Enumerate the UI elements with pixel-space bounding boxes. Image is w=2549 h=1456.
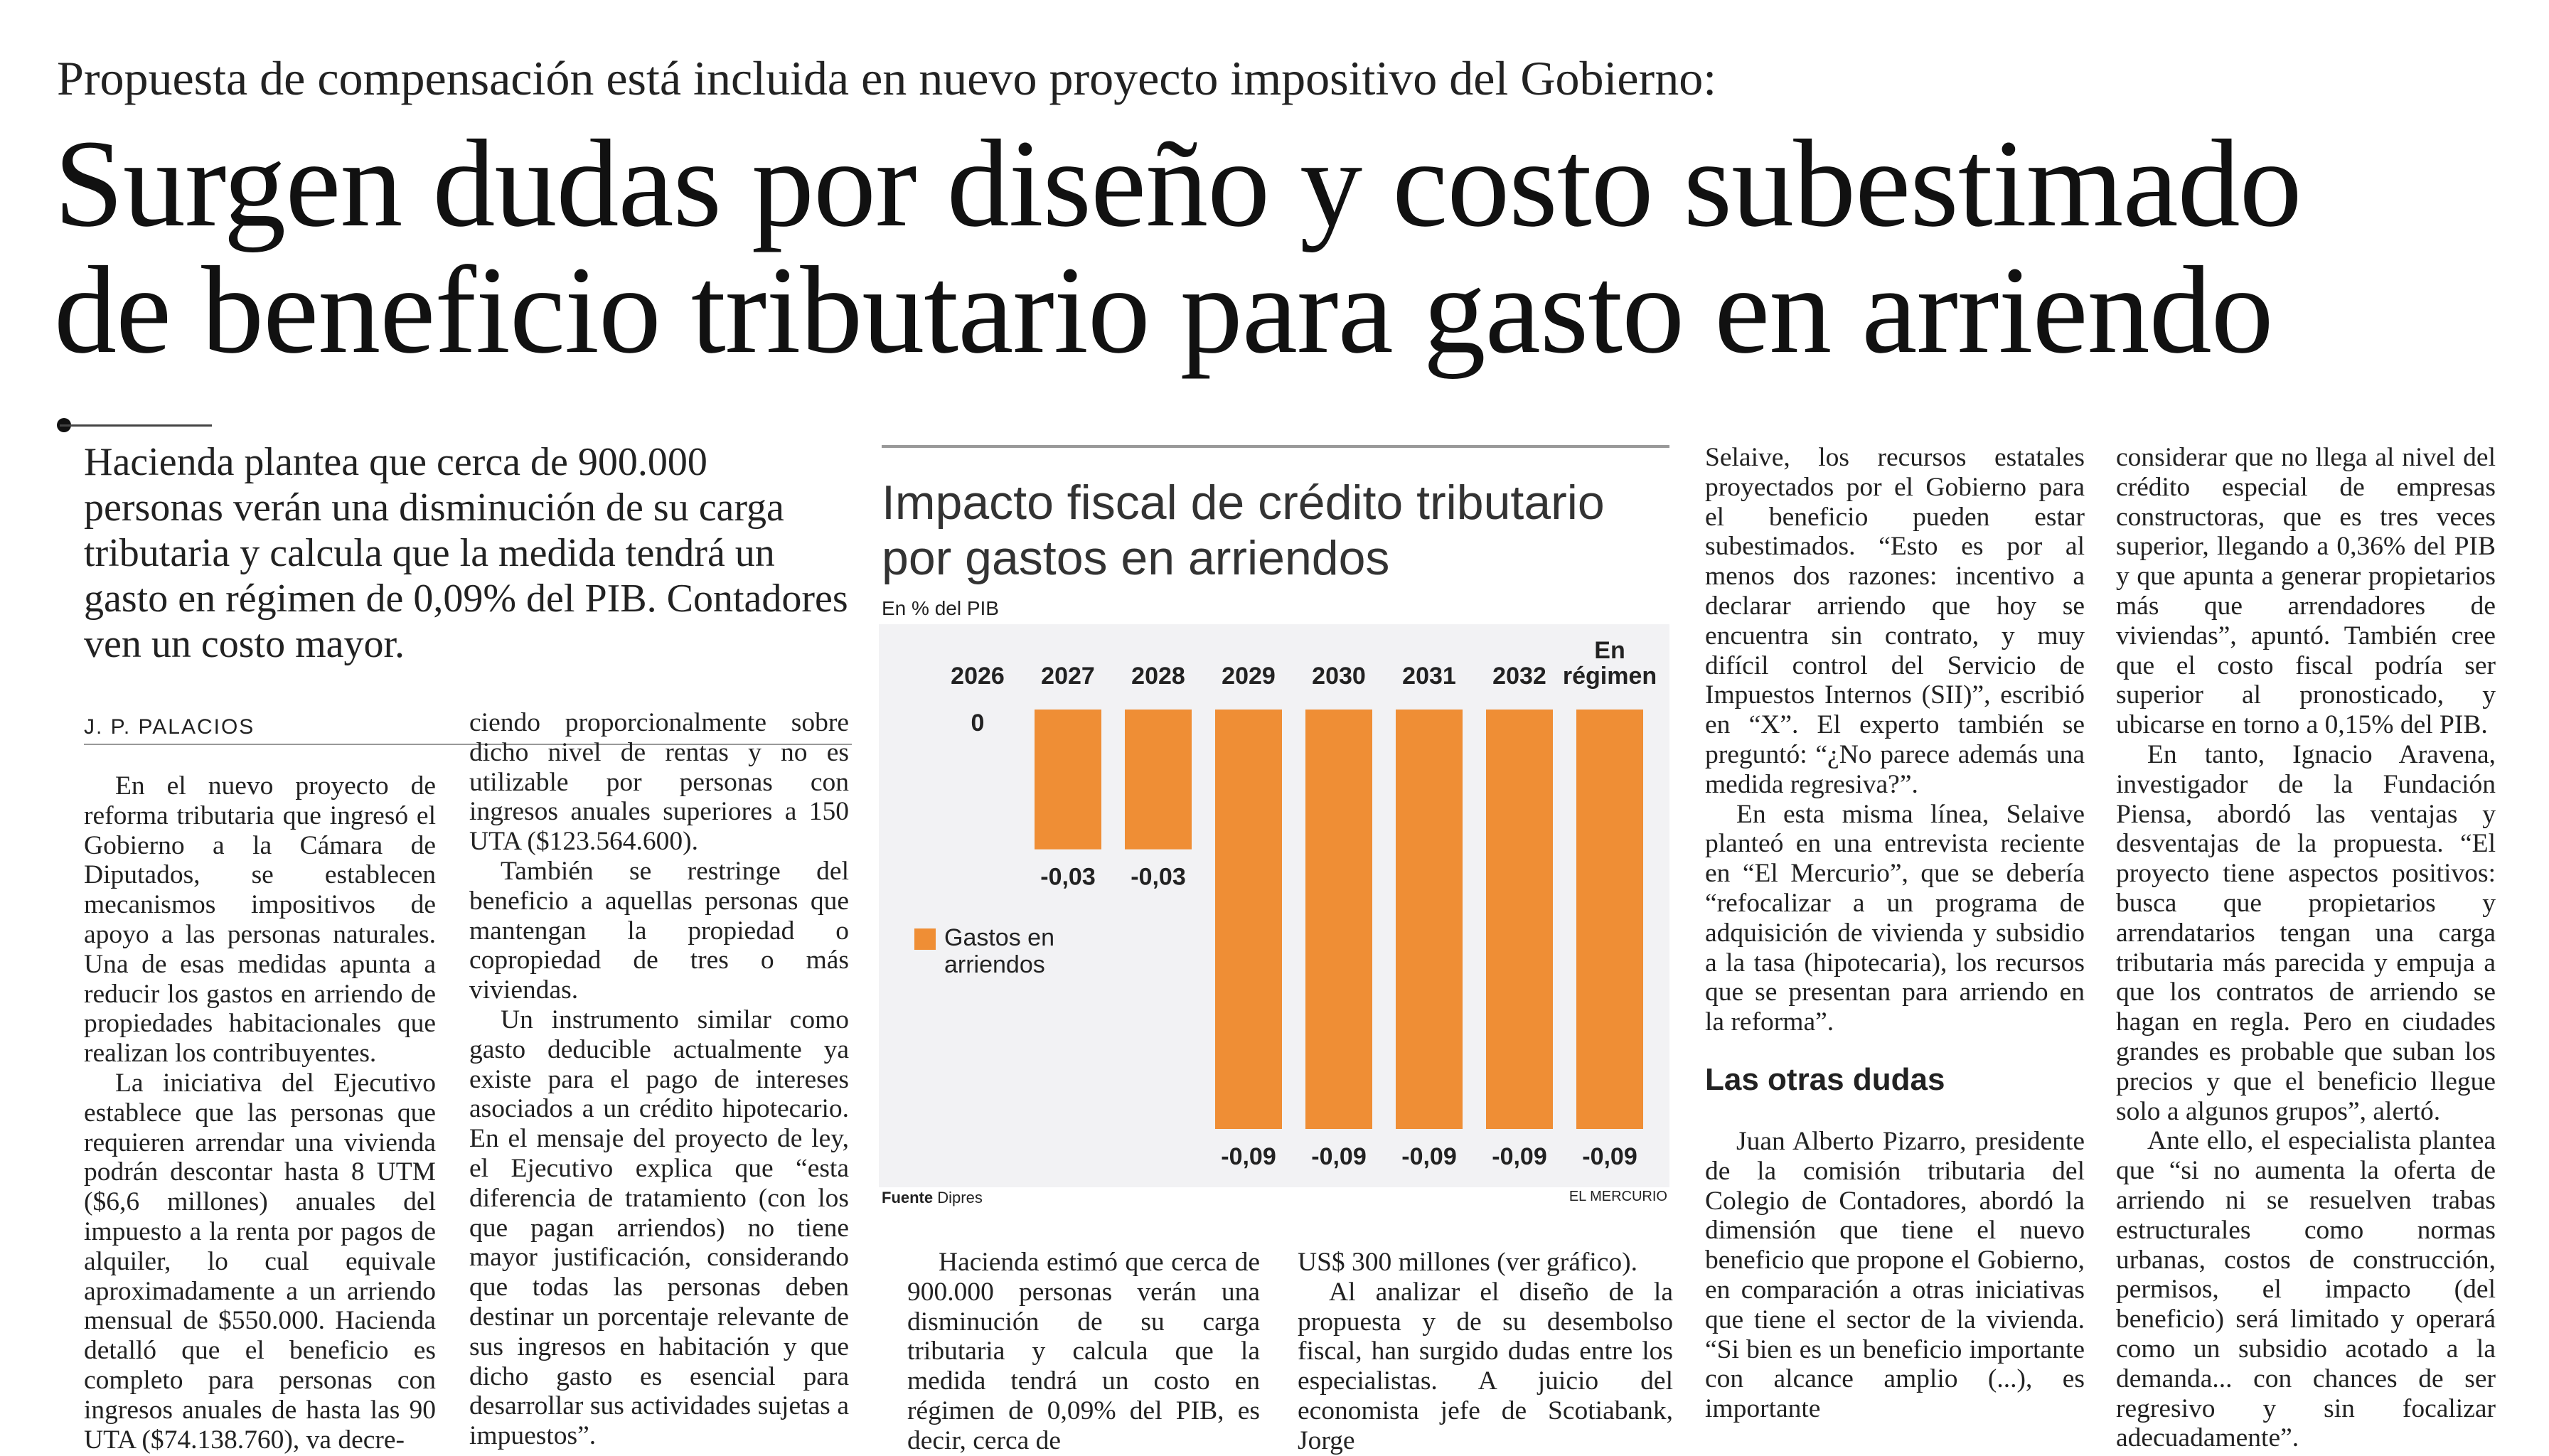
tick-label: 2032 [1492,663,1546,690]
paragraph: ciendo proporcionalmente sobre dicho niv… [469,708,849,857]
kicker: Propuesta de compensación está incluida … [57,51,1717,105]
bar [1215,710,1282,1129]
tick-label: 2027 [1041,663,1095,690]
data-label: -0,09 [1311,1143,1367,1170]
headline-line-2: de beneficio tributario para gasto en ar… [54,241,2274,380]
column-3: Hacienda estimó que cerca de 900.000 per… [907,1248,1260,1456]
paragraph: US$ 300 millones (ver gráfico). [1298,1248,1638,1277]
data-label: -0,09 [1492,1143,1547,1170]
bar [1396,710,1463,1129]
paragraph: Juan Alberto Pizarro, presidente de la c… [1705,1126,2085,1424]
tick-label: 2026 [951,663,1005,690]
bar [1305,710,1372,1129]
data-label: -0,09 [1401,1143,1457,1170]
byline: J. P. PALACIOS [84,715,255,739]
chart-source-value: Dipres [937,1189,983,1206]
paragraph: Al analizar el diseño de la propuesta y … [1298,1277,1673,1455]
chart-subtitle: En % del PIB [882,597,999,619]
bar [1576,710,1643,1129]
paragraph: Un instrumento similar como gasto deduci… [469,1005,849,1451]
legend-label: Gastos en [944,924,1054,951]
data-label: 0 [971,710,985,737]
column-6: considerar que no llega al nivel del cré… [2116,443,2496,1453]
paragraph: Ante ello, el especialista plantea que “… [2116,1126,2496,1453]
chart-title: Impacto fiscal de crédito tributario por… [882,476,1605,585]
chart-brand: EL MERCURIO [1569,1189,1667,1204]
lead-paragraph: Hacienda plantea que cerca de 900.000 pe… [84,440,848,666]
lead-rule [60,424,212,427]
headline-line-1: Surgen dudas por diseño y costo subestim… [54,114,2302,253]
bar [1125,710,1192,850]
bar [1035,710,1101,850]
legend-swatch [914,928,936,950]
data-label: -0,03 [1040,864,1096,891]
column-2: ciendo proporcionalmente sobre dicho niv… [469,708,849,1451]
legend-label: arriendos [944,951,1045,978]
column-4: US$ 300 millones (ver gráfico). Al anali… [1298,1248,1673,1456]
bar [1486,710,1553,1129]
subheading: Las otras dudas [1705,1061,1945,1097]
paragraph: La iniciativa del Ejecutivo establece qu… [84,1068,436,1455]
tick-label: 2029 [1222,663,1276,690]
data-label: -0,09 [1221,1143,1276,1170]
paragraph: En el nuevo proyecto de reforma tributar… [84,771,436,1069]
paragraph: En esta misma línea, Selaive planteó en … [1705,799,2085,1037]
tick-label: 2030 [1312,663,1366,690]
chart-source: Fuente Dipres [882,1189,983,1207]
tick-label: 2031 [1402,663,1456,690]
paragraph: También se restringe del beneficio a aqu… [469,856,849,1005]
paragraph: Hacienda estimó que cerca de 900.000 per… [907,1248,1260,1455]
data-label: -0,09 [1582,1143,1637,1170]
paragraph: Selaive, los recursos estatales proyecta… [1705,443,2085,799]
byline-rule [84,744,852,745]
chart-source-label: Fuente [882,1189,934,1206]
paragraph: En tanto, Ignacio Aravena, investigador … [2116,739,2496,1126]
column-1: En el nuevo proyecto de reforma tributar… [84,771,436,1455]
tick-label: régimen [1563,663,1657,690]
chart-top-rule [882,445,1669,448]
data-label: -0,03 [1131,864,1186,891]
tick-label: 2028 [1131,663,1185,690]
tick-label: En [1594,637,1625,664]
headline: Surgen dudas por diseño y costo subestim… [54,121,2514,374]
column-5: Selaive, los recursos estatales proyecta… [1705,443,2085,1424]
paragraph: considerar que no llega al nivel del cré… [2116,443,2496,740]
